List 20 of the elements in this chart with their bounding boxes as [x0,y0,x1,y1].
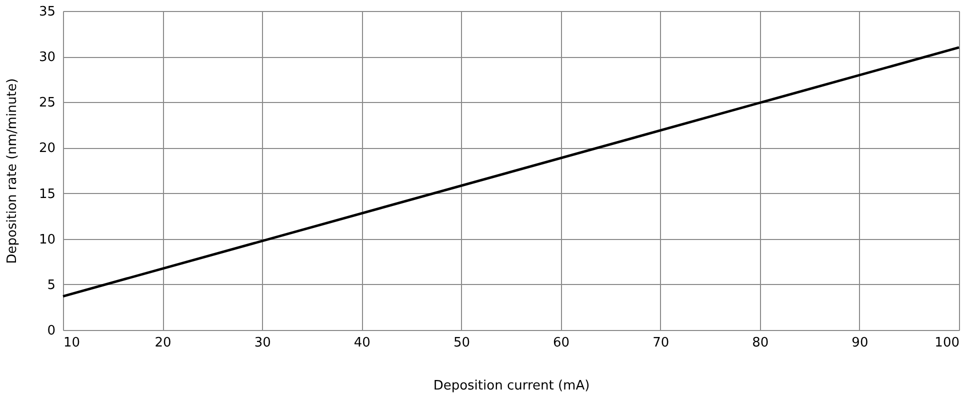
x-tick-label: 50 [453,336,470,350]
x-tick-label: 30 [254,336,271,350]
x-tick-label: 100 [934,336,960,350]
x-tick-label: 70 [652,336,670,350]
x-axis-title: Deposition current (mA) [433,378,590,394]
x-tick-label: 20 [154,336,172,350]
y-tick-label: 25 [38,96,56,111]
y-axis-title: Deposition rate (nm/minute) [4,78,20,264]
y-tick-label: 15 [38,186,56,202]
y-tick-label: 20 [38,141,56,156]
y-tick-label: 0 [47,324,56,338]
x-tick-label: 10 [64,336,80,350]
x-tick-label: 40 [354,336,370,350]
x-tick-label: 80 [752,336,769,350]
y-tick-label: 35 [38,4,56,20]
x-tick-label: 60 [553,336,570,350]
y-tick-label: 5 [47,278,56,293]
y-tick-label: 30 [38,50,56,66]
y-tick-label: 10 [38,232,56,248]
x-tick-label: 90 [852,336,868,350]
